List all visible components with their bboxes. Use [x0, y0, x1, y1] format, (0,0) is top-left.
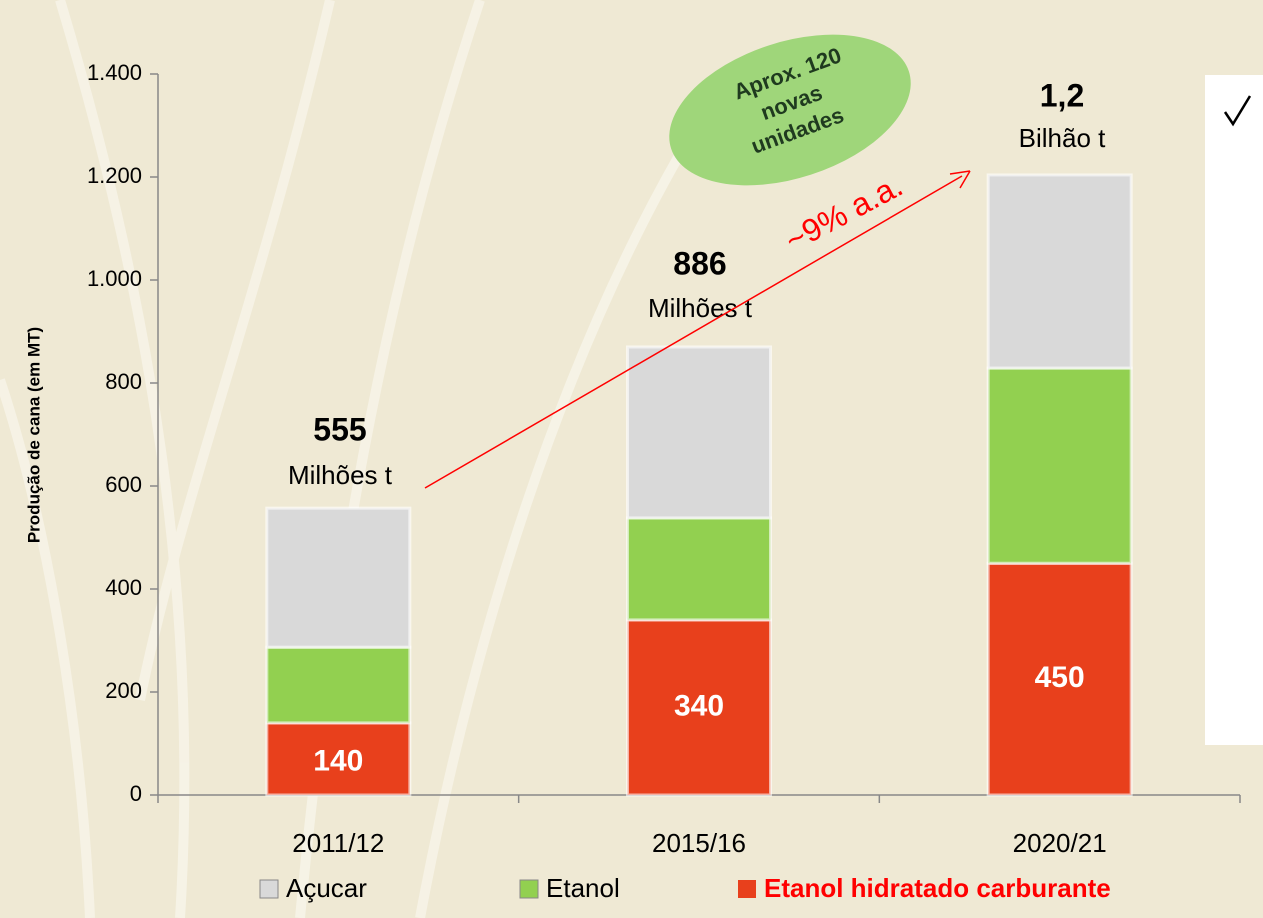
bar-segment	[986, 173, 1133, 370]
bar-segment	[265, 721, 412, 797]
growth-arrowhead	[949, 170, 971, 189]
legend-swatch	[519, 879, 539, 899]
value-label: 140	[313, 744, 363, 777]
bar-segment	[265, 645, 412, 725]
total-label: 886	[673, 245, 726, 281]
bar-segment	[265, 506, 412, 649]
y-tick-label: 200	[105, 678, 142, 703]
bar-segment	[626, 516, 772, 622]
x-tick-label: 2020/21	[1013, 828, 1107, 858]
legend-label: Etanol hidratado carburante	[764, 873, 1111, 903]
legend-swatch	[259, 879, 279, 899]
value-label: 340	[674, 689, 724, 722]
y-tick-label: 1.200	[87, 163, 142, 188]
check-icon	[1223, 95, 1252, 127]
total-label: 1,2	[1040, 77, 1084, 113]
legend-label: Açucar	[286, 873, 367, 903]
y-tick-label: 1.000	[87, 266, 142, 291]
bar-segment	[626, 618, 772, 797]
side-panel	[1205, 75, 1263, 745]
bar-segment	[626, 345, 772, 520]
y-tick-label: 1.400	[87, 60, 142, 85]
legend-label: Etanol	[546, 873, 620, 903]
y-tick-label: 0	[130, 781, 142, 806]
total-label: Milhões t	[648, 293, 753, 323]
total-label: Milhões t	[288, 460, 393, 490]
legend-swatch	[738, 880, 756, 898]
x-tick-label: 2015/16	[652, 828, 746, 858]
x-tick-label: 2011/12	[292, 828, 384, 858]
bar-segment	[986, 561, 1133, 797]
note-ellipse	[669, 34, 911, 186]
total-label: Bilhão t	[1019, 123, 1106, 153]
growth-arrow	[424, 175, 963, 489]
y-tick-label: 800	[105, 369, 142, 394]
y-tick-label: 600	[105, 472, 142, 497]
value-label: 450	[1035, 661, 1085, 694]
bar-segment	[986, 366, 1133, 565]
y-axis-title: Produção de cana (em MT)	[24, 327, 43, 543]
y-tick-label: 400	[105, 575, 142, 600]
total-label: 555	[313, 411, 366, 447]
